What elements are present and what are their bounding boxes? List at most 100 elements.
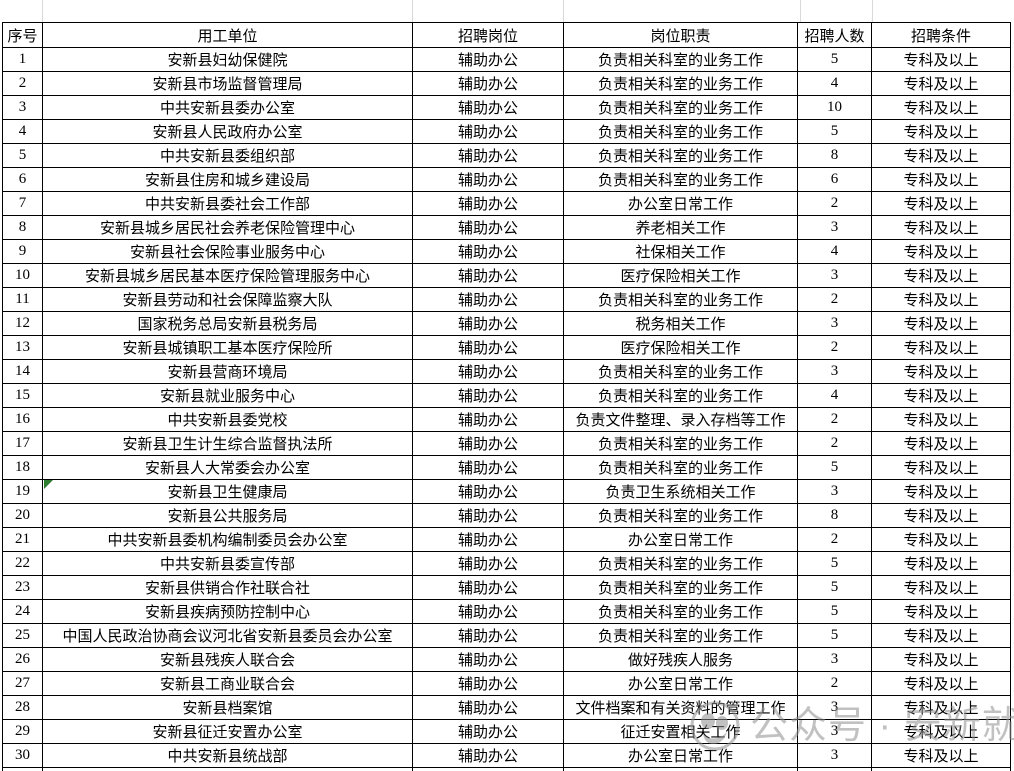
- cell-seq: 13: [2, 335, 43, 360]
- cell-seq: 27: [2, 671, 43, 696]
- cell-duty: 负责相关科室的业务工作: [563, 503, 798, 528]
- cell-count: 5: [797, 119, 872, 144]
- cell-employer: 国家税务总局安新县税务局: [42, 311, 413, 336]
- cell-seq: 19: [2, 479, 43, 504]
- cell-employer: 安新县疾病预防控制中心: [42, 599, 413, 624]
- cell-duty: 医疗保险相关工作: [563, 263, 798, 288]
- table-row: 23 安新县供销合作社联合社 辅助办公 负责相关科室的业务工作 5 专科及以上: [2, 575, 1011, 600]
- cell-seq: 6: [2, 167, 43, 192]
- cell-seq: 11: [2, 287, 43, 312]
- cell-count: 3: [797, 215, 872, 240]
- table-row: 3 中共安新县委办公室 辅助办公 负责相关科室的业务工作 10 专科及以上: [2, 95, 1011, 120]
- gridline: [800, 0, 801, 22]
- cell-requirement: 专科及以上: [871, 671, 1011, 696]
- cell-duty: 负责相关科室的业务工作: [563, 551, 798, 576]
- cell-count: 3: [797, 263, 872, 288]
- cell-seq: 17: [2, 431, 43, 456]
- cell-requirement: 专科及以上: [871, 215, 1011, 240]
- cell-duty: 做好残疾人服务: [563, 647, 798, 672]
- cell-requirement: 专科及以上: [871, 551, 1011, 576]
- cell-position: 辅助办公: [412, 551, 564, 576]
- cell-count: 5: [797, 455, 872, 480]
- header-position: 招聘岗位: [412, 22, 564, 48]
- cell-duty: 负责相关科室的业务工作: [563, 623, 798, 648]
- recruitment-table: 序号 用工单位 招聘岗位 岗位职责 招聘人数 招聘条件 1 安新县妇幼保健院 辅…: [2, 22, 1011, 771]
- table-row: 15 安新县就业服务中心 辅助办公 负责相关科室的业务工作 4 专科及以上: [2, 383, 1011, 408]
- cell-duty: 负责相关科室的业务工作: [563, 71, 798, 96]
- table-row: 19 安新县卫生健康局 辅助办公 负责卫生系统相关工作 3 专科及以上: [2, 479, 1011, 504]
- table-row: 5 中共安新县委组织部 辅助办公 负责相关科室的业务工作 8 专科及以上: [2, 143, 1011, 168]
- table-row: 17 安新县卫生计生综合监督执法所 辅助办公 负责相关科室的业务工作 2 专科及…: [2, 431, 1011, 456]
- cell-duty: 社保相关工作: [563, 239, 798, 264]
- cell-seq: 8: [2, 215, 43, 240]
- cell-employer: 安新县城乡居民社会养老保险管理中心: [42, 215, 413, 240]
- cell-position: 辅助办公: [412, 191, 564, 216]
- cell-seq: 14: [2, 359, 43, 384]
- cell-requirement: 专科及以上: [871, 623, 1011, 648]
- cell-duty: 负责相关科室的业务工作: [563, 287, 798, 312]
- cell-position: 辅助办公: [412, 47, 564, 72]
- cell-seq: 20: [2, 503, 43, 528]
- cell-requirement: 专科及以上: [871, 431, 1011, 456]
- cell-seq: 21: [2, 527, 43, 552]
- table-row: 14 安新县营商环境局 辅助办公 负责相关科室的业务工作 3 专科及以上: [2, 359, 1011, 384]
- table-row: 1 安新县妇幼保健院 辅助办公 负责相关科室的业务工作 5 专科及以上: [2, 47, 1011, 72]
- cell-seq: 16: [2, 407, 43, 432]
- cell-requirement: 专科及以上: [871, 647, 1011, 672]
- cell-seq: 24: [2, 599, 43, 624]
- cell-employer: 安新县征迁安置办公室: [42, 719, 413, 744]
- cell-employer: 中共安新县统战部: [42, 743, 413, 768]
- cell-employer: [42, 767, 413, 771]
- cell-requirement: 专科及以上: [871, 719, 1011, 744]
- cell-seq: 25: [2, 623, 43, 648]
- cell-count: 3: [797, 743, 872, 768]
- cell-seq: 26: [2, 647, 43, 672]
- table-row: [2, 767, 1011, 771]
- table-row: 29 安新县征迁安置办公室 辅助办公 征迁安置相关工作 3 专科及以上: [2, 719, 1011, 744]
- cell-employer: 中共安新县委社会工作部: [42, 191, 413, 216]
- cell-position: 辅助办公: [412, 455, 564, 480]
- cell-duty: 养老相关工作: [563, 215, 798, 240]
- cell-requirement: 专科及以上: [871, 191, 1011, 216]
- cell-duty: 负责相关科室的业务工作: [563, 95, 798, 120]
- table-row: 27 安新县工商业联合会 辅助办公 办公室日常工作 2 专科及以上: [2, 671, 1011, 696]
- cell-requirement: 专科及以上: [871, 695, 1011, 720]
- cell-duty: 办公室日常工作: [563, 671, 798, 696]
- cell-seq: 2: [2, 71, 43, 96]
- table-row: 16 中共安新县委党校 辅助办公 负责文件整理、录入存档等工作 2 专科及以上: [2, 407, 1011, 432]
- cell-position: 辅助办公: [412, 215, 564, 240]
- cell-employer: 安新县市场监督管理局: [42, 71, 413, 96]
- header-count: 招聘人数: [797, 22, 872, 48]
- cell-employer: 安新县人民政府办公室: [42, 119, 413, 144]
- cell-position: [412, 767, 564, 771]
- cell-duty: 税务相关工作: [563, 311, 798, 336]
- cell-position: 辅助办公: [412, 311, 564, 336]
- cell-count: 3: [797, 359, 872, 384]
- cell-duty: 负责相关科室的业务工作: [563, 167, 798, 192]
- cell-seq: 7: [2, 191, 43, 216]
- cell-employer: 安新县残疾人联合会: [42, 647, 413, 672]
- cell-duty: 征迁安置相关工作: [563, 719, 798, 744]
- cell-duty: 负责相关科室的业务工作: [563, 575, 798, 600]
- cell-employer: 中共安新县委党校: [42, 407, 413, 432]
- cell-requirement: [871, 767, 1011, 771]
- cell-duty: 办公室日常工作: [563, 191, 798, 216]
- cell-position: 辅助办公: [412, 719, 564, 744]
- cell-duty: 文件档案和有关资料的管理工作: [563, 695, 798, 720]
- cell-count: 5: [797, 599, 872, 624]
- cell-duty: 负责相关科室的业务工作: [563, 383, 798, 408]
- cell-count: 3: [797, 695, 872, 720]
- cell-position: 辅助办公: [412, 383, 564, 408]
- cell-duty: 负责相关科室的业务工作: [563, 455, 798, 480]
- cell-position: 辅助办公: [412, 287, 564, 312]
- cell-position: 辅助办公: [412, 503, 564, 528]
- cell-seq: 23: [2, 575, 43, 600]
- cell-position: 辅助办公: [412, 263, 564, 288]
- table-row: 9 安新县社会保险事业服务中心 辅助办公 社保相关工作 4 专科及以上: [2, 239, 1011, 264]
- cell-requirement: 专科及以上: [871, 455, 1011, 480]
- cell-requirement: 专科及以上: [871, 527, 1011, 552]
- cell-count: 5: [797, 575, 872, 600]
- cell-employer: 安新县营商环境局: [42, 359, 413, 384]
- cell-position: 辅助办公: [412, 119, 564, 144]
- table-row: 7 中共安新县委社会工作部 辅助办公 办公室日常工作 2 专科及以上: [2, 191, 1011, 216]
